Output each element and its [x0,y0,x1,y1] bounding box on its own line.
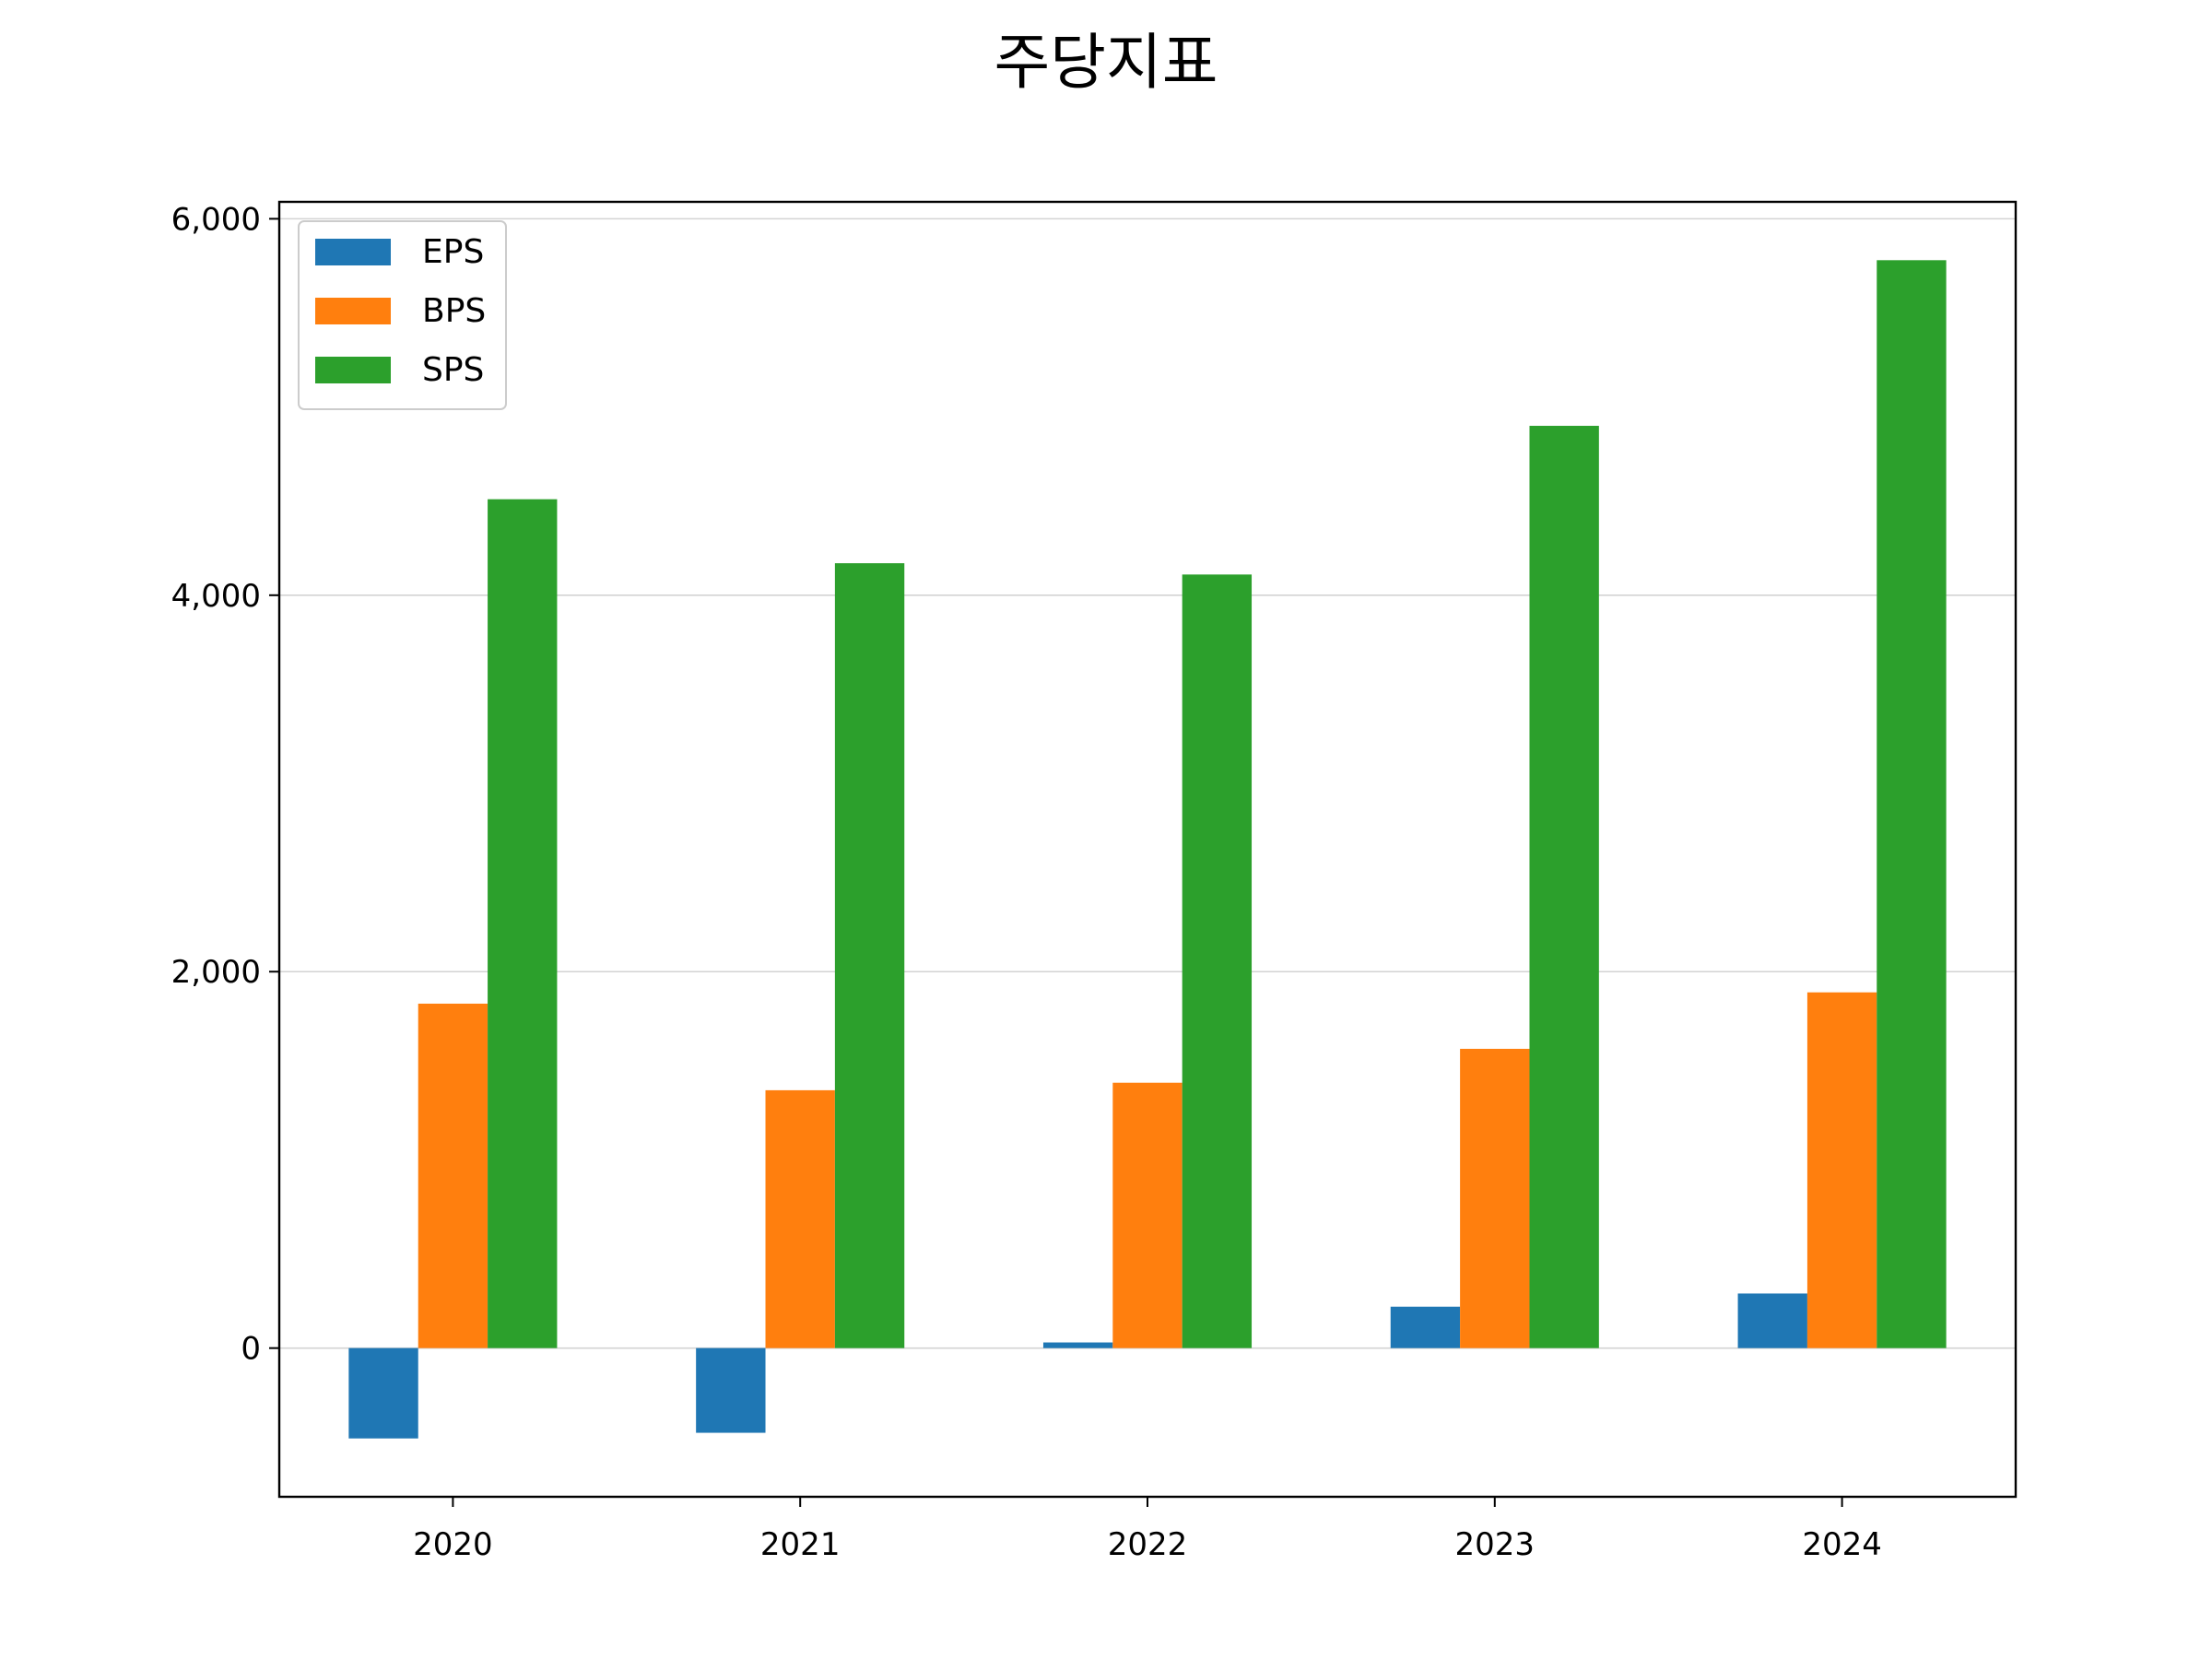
legend-label-eps: EPS [422,233,484,271]
bar-eps-2023 [1390,1306,1461,1348]
bar-sps-2021 [834,563,905,1348]
legend-swatch-sps [315,357,391,383]
plot-area: 0 2,000 4,000 6,000 2020 2021 2022 2023 2024 EPS B… [171,200,2018,1563]
y-tick-label: 6,000 [171,201,261,238]
y-tick-label: 0 [241,1331,261,1368]
x-tick-label: 2024 [1802,1526,1882,1563]
x-tick-label: 2020 [413,1526,493,1563]
bar-bps-2022 [1112,1082,1182,1348]
y-tick-label: 2,000 [171,954,261,991]
bar-eps-2022 [1042,1342,1113,1348]
bar-sps-2024 [1877,260,1947,1348]
bar-bps-2021 [765,1089,835,1348]
bar-bps-2020 [418,1003,488,1348]
bar-sps-2022 [1182,574,1253,1348]
bar-eps-2021 [696,1347,766,1433]
chart-title: 주당지표 [994,27,1218,98]
legend-swatch-bps [315,298,391,324]
bar-eps-2020 [348,1347,418,1439]
bar-sps-2023 [1529,426,1599,1348]
x-tick-label: 2021 [760,1526,841,1563]
bar-bps-2023 [1460,1048,1530,1348]
y-tick-label: 4,000 [171,578,261,615]
legend-swatch-eps [315,239,391,265]
bar-bps-2024 [1806,992,1877,1348]
x-tick-label: 2022 [1108,1526,1188,1563]
x-tick-label: 2023 [1455,1526,1535,1563]
legend-label-bps: BPS [422,292,486,330]
bar-eps-2024 [1737,1293,1807,1348]
legend: EPS BPS SPS [298,220,507,410]
bar-sps-2020 [488,499,558,1348]
legend-label-sps: SPS [422,351,484,389]
